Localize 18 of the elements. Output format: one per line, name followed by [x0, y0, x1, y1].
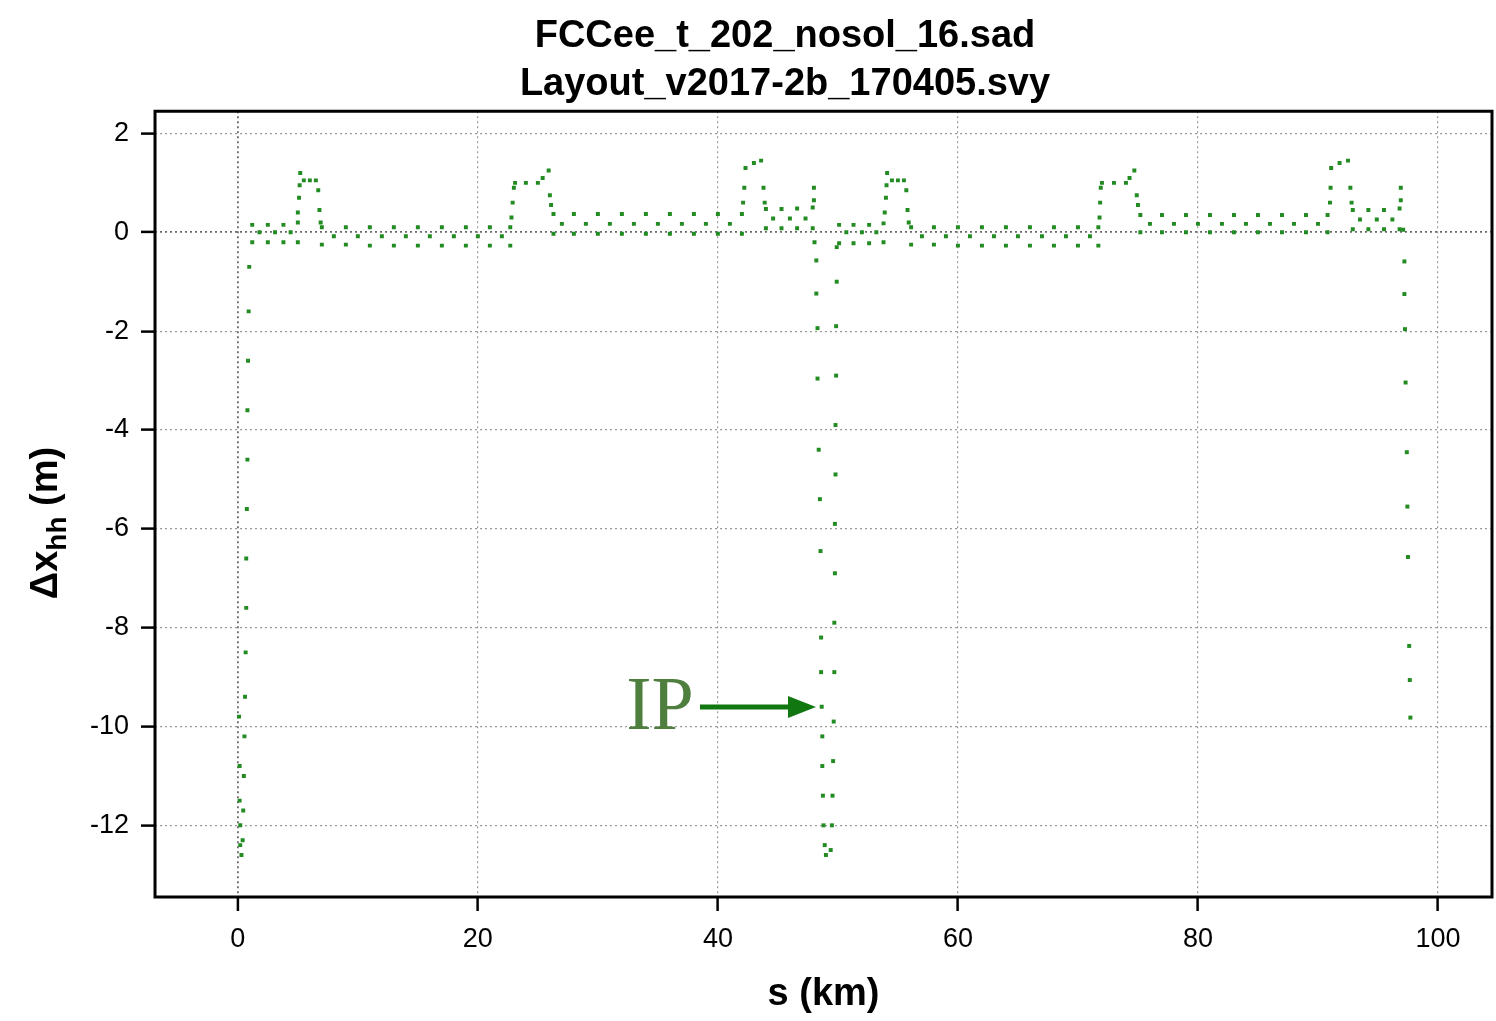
y-tick-label: -12 [89, 808, 130, 839]
x-tick-label: 80 [1182, 922, 1213, 953]
y-tick-label: -2 [105, 314, 130, 345]
y-tick-label: 0 [113, 215, 130, 246]
annotation: IP [626, 660, 694, 745]
y-tick-label: -8 [105, 611, 130, 642]
x-tick-label: 100 [1415, 922, 1461, 953]
chart-subtitle: Layout_v2017-2b_170405.svy [519, 60, 1051, 103]
y-tick-label: -4 [105, 413, 130, 444]
x-tick-label: 40 [702, 922, 733, 953]
x-tick-label: 20 [462, 922, 493, 953]
x-tick-label: 60 [942, 922, 973, 953]
y-tick-label: 2 [113, 116, 130, 147]
x-axis-title: s (km) [767, 970, 880, 1013]
x-tick-label: 0 [230, 922, 246, 953]
chart-title: FCCee_t_202_nosol_16.sad [534, 13, 1036, 56]
y-tick-label: -6 [105, 512, 130, 543]
y-tick-label: -10 [89, 709, 130, 740]
